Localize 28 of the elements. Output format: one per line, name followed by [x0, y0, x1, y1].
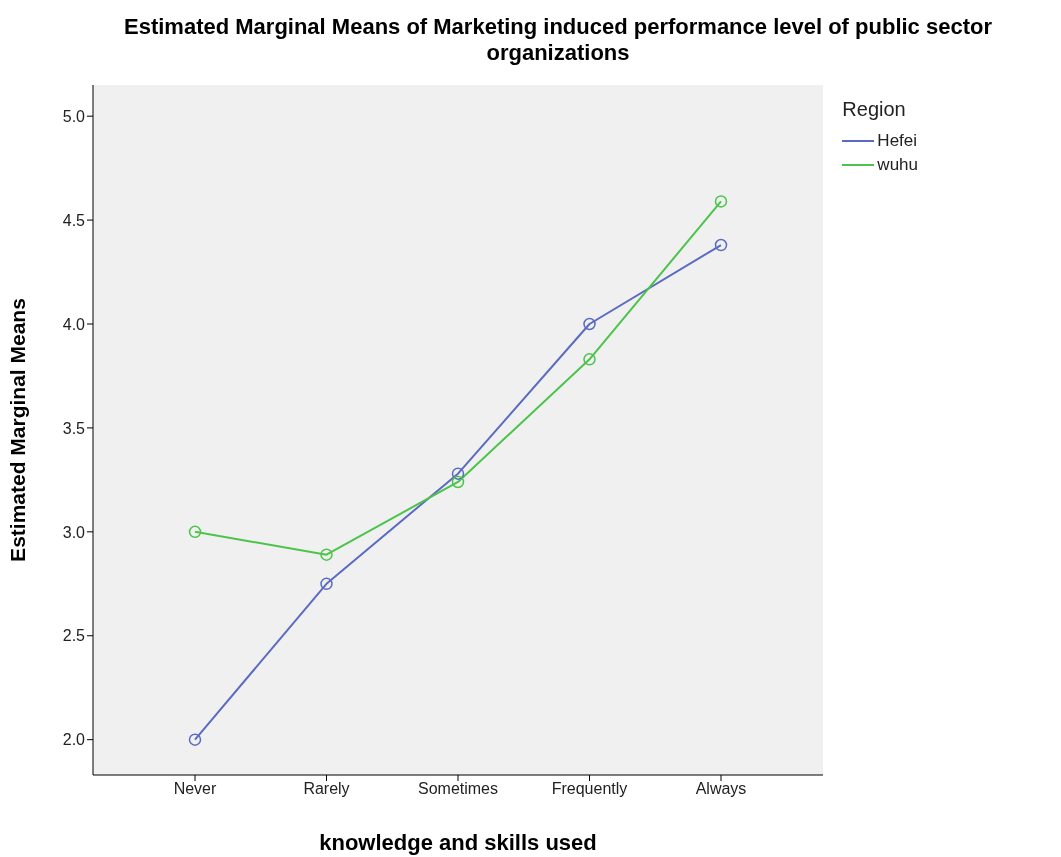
point	[583, 353, 596, 366]
y-tick-label: 3.5	[62, 419, 86, 437]
y-tick-label: 3.0	[62, 523, 86, 541]
x-tick-label: Frequently	[551, 780, 628, 798]
point	[714, 238, 728, 252]
legend-label: Hefei	[877, 131, 918, 151]
point	[320, 577, 333, 591]
y-tick-label: 5.0	[62, 107, 86, 125]
y-tick-label: 2.0	[62, 731, 86, 749]
legend-title: Region	[842, 98, 907, 121]
point	[451, 475, 465, 489]
x-tick-label: Always	[695, 780, 747, 798]
legend-label: wuhu	[877, 155, 918, 175]
y-tick-label: 4.0	[62, 315, 86, 333]
x-tick-label: Sometimes	[417, 780, 499, 798]
x-tick-label: Never	[173, 780, 218, 798]
x-axis-title: knowledge and skills used	[319, 830, 597, 855]
point	[188, 733, 202, 746]
y-tick-label: 2.5	[62, 627, 86, 645]
y-axis-title: Estimated Marginal Means	[6, 298, 30, 562]
point	[188, 525, 202, 539]
point	[583, 317, 596, 331]
point	[320, 548, 333, 561]
x-tick-label: Rarely	[303, 780, 350, 798]
chart-title: Estimated Marginal Means of Marketing induced performance level of public sector organizations	[124, 14, 992, 65]
point	[451, 467, 465, 480]
point	[714, 195, 728, 208]
y-tick-label: 4.5	[62, 211, 86, 229]
